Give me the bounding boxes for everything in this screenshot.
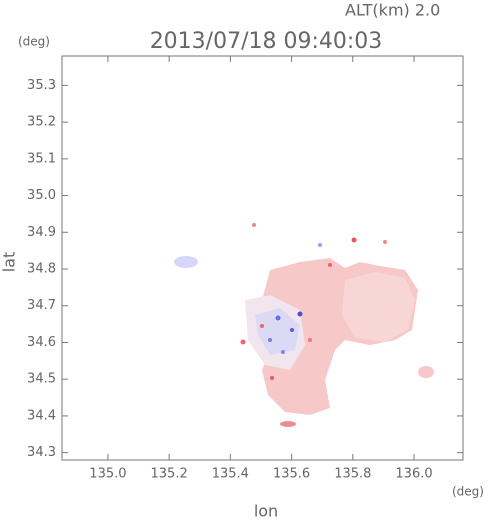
- y-axis-label: lat: [0, 252, 19, 273]
- x-tick-label: 135.8: [334, 467, 371, 482]
- y-tick-label: 34.3: [27, 445, 56, 460]
- y-tick-label: 34.4: [27, 408, 56, 423]
- y-tick-label: 34.8: [27, 262, 56, 277]
- x-tick-label: 136.0: [395, 467, 432, 482]
- x-tick-label: 135.2: [151, 467, 188, 482]
- y-tick-label: 35.3: [27, 78, 56, 93]
- y-tick-label: 34.9: [27, 225, 56, 240]
- plot-frame: [61, 55, 464, 461]
- y-tick-label: 34.7: [27, 298, 56, 313]
- radar-echo: [174, 223, 434, 427]
- x-tick-label: 135.0: [89, 467, 126, 482]
- x-tick-label: 135.4: [212, 467, 249, 482]
- x-tick-label: 135.6: [273, 467, 310, 482]
- x-axis-label: lon: [254, 502, 278, 521]
- y-tick-label: 34.6: [27, 335, 56, 350]
- y-tick-label: 34.5: [27, 372, 56, 387]
- y-tick-label: 35.1: [27, 151, 56, 166]
- y-tick-label: 35.2: [27, 115, 56, 130]
- x-unit: (deg): [452, 485, 484, 499]
- altitude-label: ALT(km) 2.0: [345, 1, 440, 20]
- y-unit: (deg): [18, 35, 50, 49]
- y-tick-label: 35.0: [27, 188, 56, 203]
- chart-title: 2013/07/18 09:40:03: [150, 29, 383, 54]
